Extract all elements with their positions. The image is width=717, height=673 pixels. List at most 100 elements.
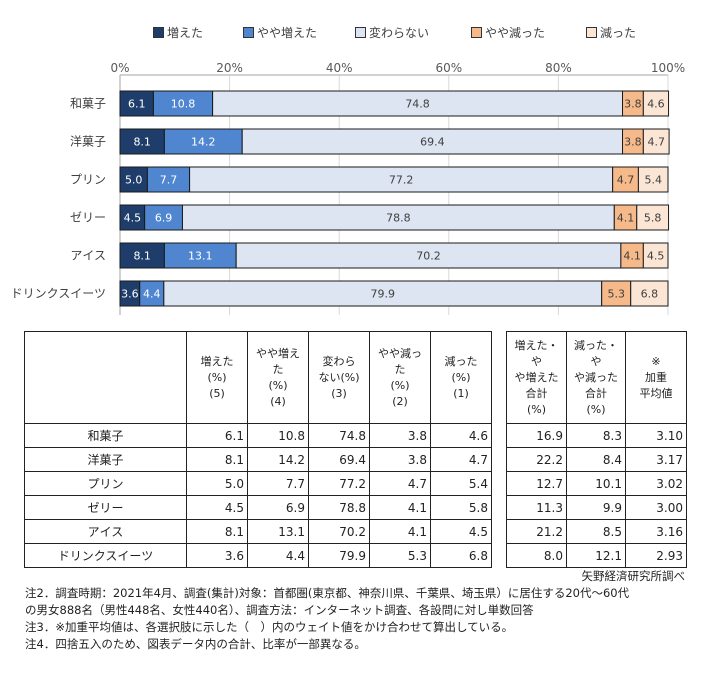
legend-label: 変わらない xyxy=(369,26,430,40)
table-row: 和菓子 6.1 10.8 74.8 3.8 4.6 xyxy=(24,423,492,448)
table-cell: 22.2 xyxy=(506,447,567,472)
legend-label: やや減った xyxy=(485,26,546,40)
legend-swatch xyxy=(586,27,597,38)
table-cell: 3.17 xyxy=(625,447,687,472)
data-label: 79.9 xyxy=(371,288,396,301)
data-label: 77.2 xyxy=(389,174,414,187)
table-row: 8.0 12.1 2.93 xyxy=(506,543,687,568)
table-cell: 4.7 xyxy=(430,447,492,472)
table-cell: 4.1 xyxy=(369,495,431,520)
table-row: 洋菓子 8.1 14.2 69.4 3.8 4.7 xyxy=(24,447,492,472)
category-label: 洋菓子 xyxy=(70,134,106,149)
table-cell: 12.7 xyxy=(506,471,567,496)
bar-segment xyxy=(637,166,669,193)
bar-segment xyxy=(139,280,165,307)
table-row: 16.9 8.3 3.10 xyxy=(506,423,687,448)
table-header-cell: やや増えた (%) (4) xyxy=(247,331,309,424)
data-label: 10.8 xyxy=(171,98,196,111)
table-cell: 21.2 xyxy=(506,519,567,544)
bar-segment xyxy=(119,90,154,117)
data-label: 6.1 xyxy=(128,98,146,111)
table-cell: 74.8 xyxy=(308,423,370,448)
bar-segment xyxy=(612,166,639,193)
footnote: の男女888名（男性448名、女性440名）、調査方法：インターネット調査、各設… xyxy=(25,603,534,617)
legend-label: やや増えた xyxy=(257,26,318,40)
bar-segment xyxy=(146,166,191,193)
table-header-row: 増えた・や や増えた 合計 (%) 減った・や や減った 合計 (%) ※ 加重 平均値 xyxy=(506,331,687,424)
bar-segment xyxy=(152,90,214,117)
table-row: プリン 5.0 7.7 77.2 4.7 5.4 xyxy=(24,471,492,496)
table-cell: 3.8 xyxy=(369,423,431,448)
data-label: 5.3 xyxy=(607,288,625,301)
data-table-summary: 増えた・や や増えた 合計 (%) 減った・や や減った 合計 (%) ※ 加重 平均値 16.… xyxy=(506,331,687,568)
table-cell: 8.1 xyxy=(186,447,248,472)
data-label: 3.8 xyxy=(624,98,642,111)
table-cell: 4.7 xyxy=(369,471,431,496)
data-label: 4.5 xyxy=(124,212,142,225)
table-cell: 16.9 xyxy=(506,423,567,448)
category-label: ドリンクスイーツ xyxy=(11,287,106,301)
table-cell: 5.4 xyxy=(430,471,492,496)
x-tick-label: 60% xyxy=(435,61,462,75)
bar-segment xyxy=(119,242,165,269)
table-cell: 3.6 xyxy=(186,543,248,568)
table-row-label: ゼリー xyxy=(24,495,187,520)
table-cell: 79.9 xyxy=(308,543,370,568)
legend-item: 減った xyxy=(586,24,636,41)
bar-segment xyxy=(163,242,237,269)
data-label: 4.1 xyxy=(617,212,635,225)
data-label: 74.8 xyxy=(405,98,430,111)
data-label: 3.6 xyxy=(121,288,139,301)
data-label: 4.7 xyxy=(647,136,665,149)
table-cell: 13.1 xyxy=(247,519,309,544)
data-label: 78.8 xyxy=(386,212,411,225)
legend-item: やや増えた xyxy=(243,24,317,41)
table-header-cell: 減った (%) (1) xyxy=(430,331,492,424)
data-label: 70.2 xyxy=(416,250,441,263)
table-cell: 4.5 xyxy=(430,519,492,544)
table-cell: 12.1 xyxy=(566,543,626,568)
table-header-cell: 増えた (%) (5) xyxy=(186,331,248,424)
table-header-row: 増えた (%) (5) やや増えた (%) (4) 変わら ない(%) (3) やや減った(… xyxy=(24,331,492,424)
table-row: 21.2 8.5 3.16 xyxy=(506,519,687,544)
table-cell: 8.4 xyxy=(566,447,626,472)
table-cell: 8.1 xyxy=(186,519,248,544)
table-cell: 10.8 xyxy=(247,423,309,448)
category-label: アイス xyxy=(70,249,106,263)
data-label: 4.7 xyxy=(617,174,635,187)
data-label: 7.7 xyxy=(160,174,178,187)
table-row: 12.7 10.1 3.02 xyxy=(506,471,687,496)
legend-swatch xyxy=(243,27,254,38)
table-cell: 4.1 xyxy=(369,519,431,544)
stacked-bar-chart: 0% 20% 40% 60% 80% 100% 和菓子 6.1 10.8 74.8 3.8 4.6 洋菓… xyxy=(11,61,685,315)
bar-segment xyxy=(235,242,622,269)
data-label: 8.1 xyxy=(133,136,151,149)
table-cell: 5.0 xyxy=(186,471,248,496)
table-cell: 6.1 xyxy=(186,423,248,448)
table-cell: 77.2 xyxy=(308,471,370,496)
data-label: 4.5 xyxy=(647,250,665,263)
data-label: 4.4 xyxy=(143,288,161,301)
legend-item: やや減った xyxy=(471,24,545,41)
table-cell: 7.7 xyxy=(247,471,309,496)
table-row-label: 和菓子 xyxy=(24,423,187,448)
table-header-cell: ※ 加重 平均値 xyxy=(625,331,687,424)
data-label: 8.1 xyxy=(133,250,151,263)
table-row: アイス 8.1 13.1 70.2 4.1 4.5 xyxy=(24,519,492,544)
data-label: 5.4 xyxy=(644,174,662,187)
legend-item: 増えた xyxy=(153,24,203,41)
bar-segment xyxy=(636,204,670,231)
table-cell: 4.6 xyxy=(430,423,492,448)
table-cell: 3.16 xyxy=(625,519,687,544)
legend-swatch xyxy=(355,27,366,38)
category-label: プリン xyxy=(70,173,106,187)
data-label: 4.1 xyxy=(623,250,641,263)
table-header-cell: やや減った (%) (2) xyxy=(369,331,431,424)
category-label: ゼリー xyxy=(70,211,106,225)
table-cell: 3.00 xyxy=(625,495,687,520)
table-cell: 5.8 xyxy=(430,495,492,520)
bar-segment xyxy=(642,242,669,269)
table-cell: 2.93 xyxy=(625,543,687,568)
x-tick-label: 20% xyxy=(216,61,243,75)
bar-segment xyxy=(642,90,670,117)
